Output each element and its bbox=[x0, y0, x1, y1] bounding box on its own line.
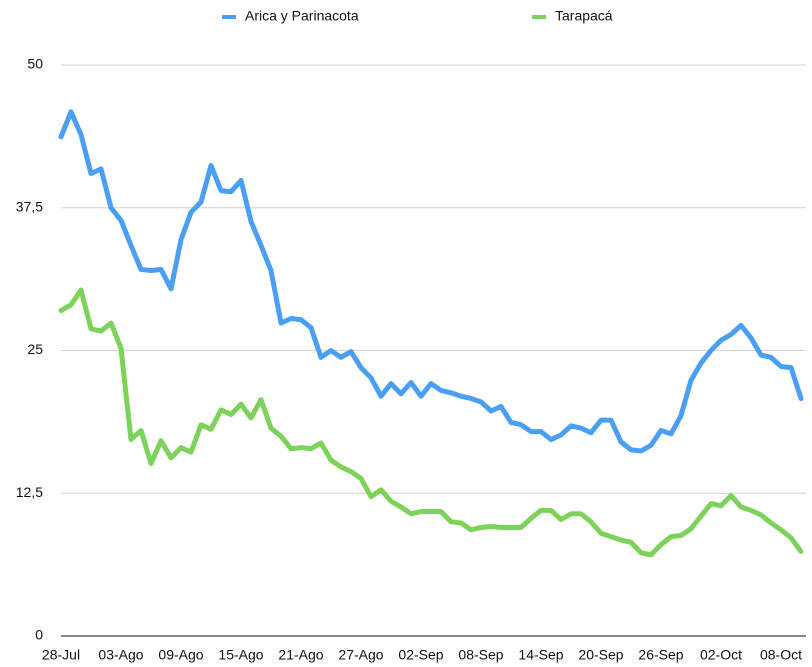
x-tick-label: 03-Ago bbox=[98, 647, 143, 663]
legend-label: Tarapacá bbox=[555, 8, 613, 24]
x-tick-label: 15-Ago bbox=[218, 647, 263, 663]
x-tick-label: 28-Jul bbox=[42, 647, 80, 663]
x-tick-label: 08-Oct bbox=[760, 647, 802, 663]
series-line bbox=[58, 287, 804, 558]
x-tick-label: 02-Sep bbox=[398, 647, 443, 663]
x-tick-label: 09-Ago bbox=[158, 647, 203, 663]
y-tick-label: 25 bbox=[27, 341, 43, 357]
x-tick-label: 26-Sep bbox=[638, 647, 683, 663]
x-tick-label: 27-Ago bbox=[338, 647, 383, 663]
x-tick-label: 02-Oct bbox=[700, 647, 742, 663]
series-line bbox=[58, 109, 804, 454]
y-tick-label: 0 bbox=[35, 627, 43, 643]
y-tick-label: 50 bbox=[27, 56, 43, 72]
x-tick-label: 08-Sep bbox=[458, 647, 503, 663]
x-tick-label: 21-Ago bbox=[278, 647, 323, 663]
legend-label: Arica y Parinacota bbox=[245, 8, 359, 24]
x-tick-label: 20-Sep bbox=[578, 647, 623, 663]
x-tick-label: 14-Sep bbox=[518, 647, 563, 663]
y-tick-label: 12,5 bbox=[16, 484, 43, 500]
y-tick-label: 37,5 bbox=[16, 198, 43, 214]
